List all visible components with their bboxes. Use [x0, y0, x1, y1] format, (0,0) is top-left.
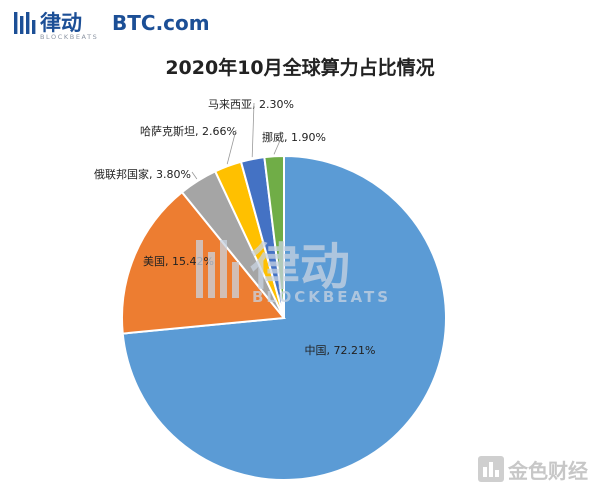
pie-slice-2	[121, 190, 286, 335]
btc-com-logo: BTC.com	[112, 11, 210, 35]
leader-lines	[191, 102, 283, 180]
blockbeats-logo: 律动 BLOCKBEATS	[14, 11, 98, 41]
watermark-brand-cn: 律动	[250, 238, 350, 296]
slice-label-2: 美国, 15.42%	[143, 255, 214, 268]
slice-label-5: 马来西亚, 2.30%	[208, 98, 294, 111]
brand-name-cn: 律动	[40, 11, 82, 35]
corner-watermark: 金色财经	[478, 456, 588, 483]
watermark-logo-icon	[196, 240, 239, 298]
center-watermark: 律动 BLOCKBEATS	[196, 238, 391, 306]
jinse-logo-icon	[478, 456, 504, 482]
leader-line-6	[273, 135, 283, 155]
leader-line-3	[191, 171, 198, 180]
leader-line-5	[251, 102, 255, 158]
pie-slice-6	[263, 154, 285, 319]
slice-label-3: 俄联邦国家, 3.80%	[94, 167, 191, 181]
chart-title: 2020年10月全球算力占比情况	[165, 56, 434, 79]
leader-line-4	[226, 129, 237, 165]
slice-label-4: 哈萨克斯坦, 2.66%	[140, 124, 237, 138]
brand-name-en: BLOCKBEATS	[40, 33, 98, 41]
blockbeats-logo-icon	[14, 12, 36, 34]
watermark-brand-en: BLOCKBEATS	[252, 288, 391, 306]
slice-label-6: 挪威, 1.90%	[262, 130, 326, 144]
jinse-brand: 金色财经	[507, 459, 588, 483]
pie-slices: 中国, 72.21% 美国, 15.42% 俄联邦国家, 3.80% 哈萨克斯坦, 2…	[94, 98, 447, 481]
slice-label-1: 中国, 72.21%	[305, 344, 376, 357]
